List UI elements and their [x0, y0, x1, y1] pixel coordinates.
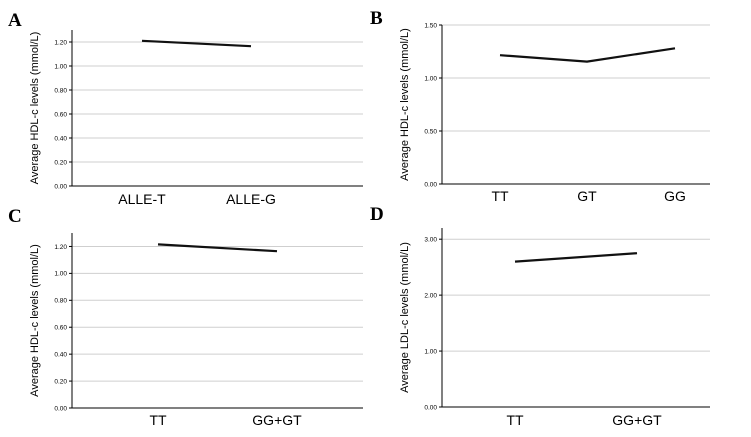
panel-b-ylabel: Average HDL-c levels (mmol/L) — [399, 28, 411, 181]
panel-c-xtick-label: GG+GT — [252, 412, 302, 428]
panel-a-xtick-label: ALLE-T — [118, 191, 166, 207]
panel-b-ytick-label: 0.50 — [424, 128, 437, 135]
panel-b-ytick-label: 1.50 — [424, 22, 437, 29]
panel-b-ytick-label: 1.00 — [424, 75, 437, 82]
panel-d-ylabel: Average LDL-c levels (mmol/L) — [399, 242, 411, 393]
panel-c-ylabel: Average HDL-c levels (mmol/L) — [29, 244, 41, 397]
panel-a-ytick-label: 1.20 — [54, 39, 67, 46]
panel-a-ytick-label: 1.00 — [54, 63, 67, 70]
panel-c-ytick-label: 0.40 — [54, 351, 67, 358]
panel-d-letter: D — [370, 204, 384, 225]
panel-a-ylabel: Average HDL-c levels (mmol/L) — [29, 32, 41, 185]
panel-b-series-line — [499, 47, 676, 63]
panel-b-xtick-label: GT — [577, 188, 597, 204]
panel-a-xtick-label: ALLE-G — [226, 191, 276, 207]
panel-a-letter: A — [8, 10, 22, 31]
panel-b-xtick-label: TT — [491, 188, 509, 204]
panel-c-letter: C — [8, 206, 22, 227]
panel-c-xtick-label: TT — [149, 412, 167, 428]
panel-d-series-line — [514, 252, 638, 263]
panel-a-ytick-label: 0.80 — [54, 87, 67, 94]
panel-a-ytick-label: 0.60 — [54, 111, 67, 118]
panel-c-ytick-label: 0.60 — [54, 325, 67, 332]
panel-a-ytick-label: 0.00 — [54, 183, 67, 190]
panel-c-ytick-label: 0.00 — [54, 405, 67, 412]
panel-d-xtick-label: TT — [506, 412, 524, 428]
panel-b-letter: B — [370, 8, 383, 29]
panel-a-series-line — [141, 39, 252, 48]
panel-a-ytick-label: 0.20 — [54, 159, 67, 166]
panel-d-ytick-label: 0.00 — [424, 404, 437, 411]
panel-c-ytick-label: 0.20 — [54, 378, 67, 385]
panel-b-ytick-label: 0.00 — [424, 181, 437, 188]
panel-c-ytick-label: 1.00 — [54, 271, 67, 278]
panel-d-xtick-label: GG+GT — [612, 412, 662, 428]
panel-d-ytick-label: 1.00 — [424, 348, 437, 355]
panel-d-ytick-label: 2.00 — [424, 292, 437, 299]
panel-d-ytick-label: 3.00 — [424, 236, 437, 243]
panel-c-ytick-label: 0.80 — [54, 298, 67, 305]
panel-c-series-line — [157, 243, 278, 253]
panel-a-ytick-label: 0.40 — [54, 135, 67, 142]
panel-c-ytick-label: 1.20 — [54, 244, 67, 251]
panel-b-xtick-label: GG — [664, 188, 686, 204]
